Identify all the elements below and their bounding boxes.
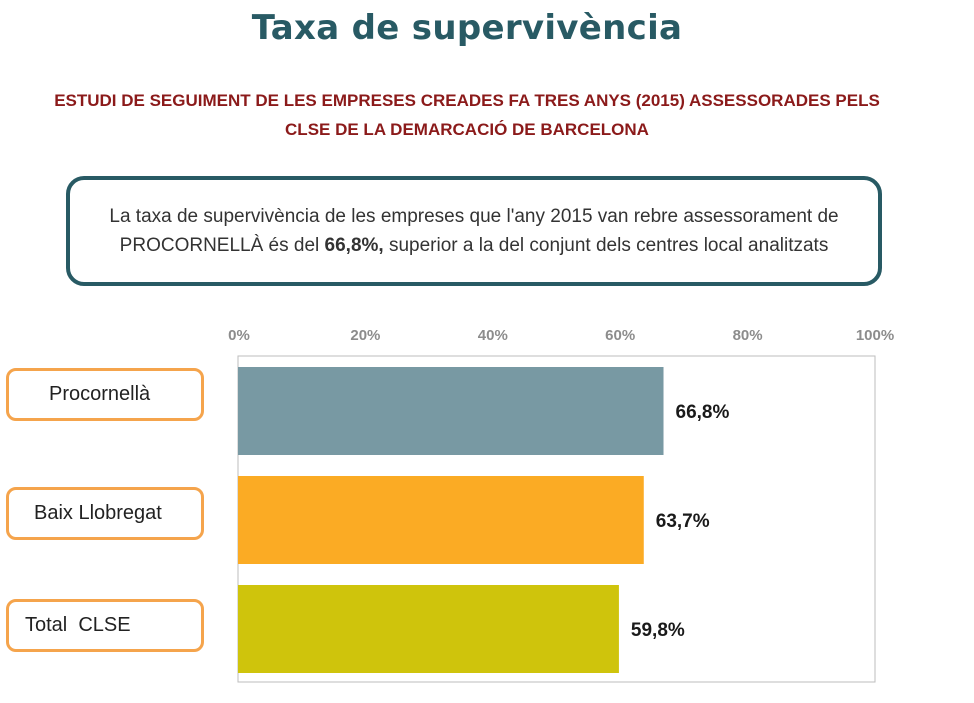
page-subtitle: ESTUDI DE SEGUIMENT DE LES EMPRESES CREA… (0, 86, 934, 144)
category-label-text: Baix Llobregat (34, 502, 162, 524)
category-label-procornella: Procornellà (6, 368, 204, 421)
x-tick-label: 100% (856, 327, 894, 344)
bar (238, 367, 664, 455)
data-label: 66,8% (676, 402, 730, 423)
bar (238, 585, 619, 673)
x-tick-label: 80% (733, 327, 763, 344)
info-highlight: 66,8%, (324, 235, 384, 256)
info-text-before: La taxa de supervivència de les empreses… (109, 206, 839, 256)
subtitle-line-2: CLSE DE LA DEMARCACIÓ DE BARCELONA (285, 120, 649, 139)
bar (238, 476, 644, 564)
subtitle-line-1: ESTUDI DE SEGUIMENT DE LES EMPRESES CREA… (54, 91, 880, 110)
category-label-total-clse: Total CLSE (6, 599, 204, 652)
category-label-text: Total CLSE (25, 614, 131, 636)
x-tick-label: 0% (228, 327, 250, 344)
info-text: La taxa de supervivència de les empreses… (100, 202, 848, 260)
page-title: Taxa de supervivència (251, 8, 683, 48)
x-tick-label: 40% (478, 327, 508, 344)
category-label-text: Procornellà (49, 383, 151, 405)
info-box: La taxa de supervivència de les empreses… (66, 176, 882, 286)
info-text-after: superior a la del conjunt dels centres l… (383, 235, 829, 256)
x-tick-label: 60% (605, 327, 635, 344)
x-tick-label: 20% (350, 327, 380, 344)
category-label-baix-llobregat: Baix Llobregat (6, 487, 204, 540)
data-label: 63,7% (656, 511, 710, 532)
data-label: 59,8% (631, 620, 685, 641)
